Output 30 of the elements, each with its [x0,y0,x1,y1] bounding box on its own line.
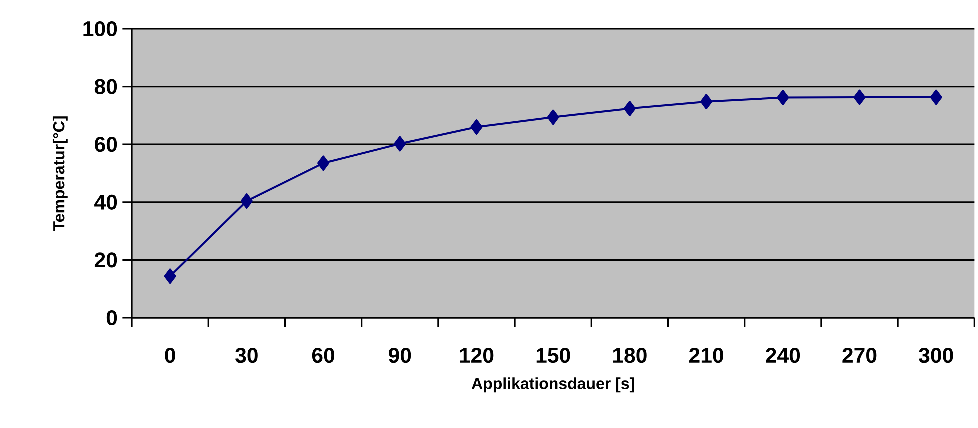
point [164,268,176,284]
y-tick-label: 40 [94,194,118,210]
x-tick-label: 180 [613,348,647,364]
x-tick-label: 270 [842,348,877,364]
point [547,110,560,126]
point [624,101,636,116]
point [240,194,253,209]
y-tick-label: 0 [106,310,118,326]
point [700,94,713,110]
point [777,90,790,106]
x-tick-label: 120 [460,348,494,364]
point [470,120,483,135]
point [394,136,406,152]
x-tick-label: 300 [919,348,954,364]
x-tick-label: 150 [536,348,570,364]
y-axis-title: Temperatur[°C] [52,116,68,232]
y-tick-label: 60 [95,137,118,152]
y-tick-label: 100 [84,21,118,37]
x-tick-label: 90 [388,348,412,364]
point [854,90,866,106]
x-tick-label: 30 [236,348,258,364]
point [930,90,942,106]
y-tick-label: 80 [94,79,118,94]
point [318,156,330,172]
x-tick-label: 60 [312,348,334,364]
y-tick-label: 20 [94,252,118,268]
x-tick-label: 240 [766,348,800,364]
x-tick-label: 210 [689,348,724,364]
x-tick-label: 0 [165,348,176,364]
x-axis-title: Applikationsdauer [s] [472,378,634,393]
